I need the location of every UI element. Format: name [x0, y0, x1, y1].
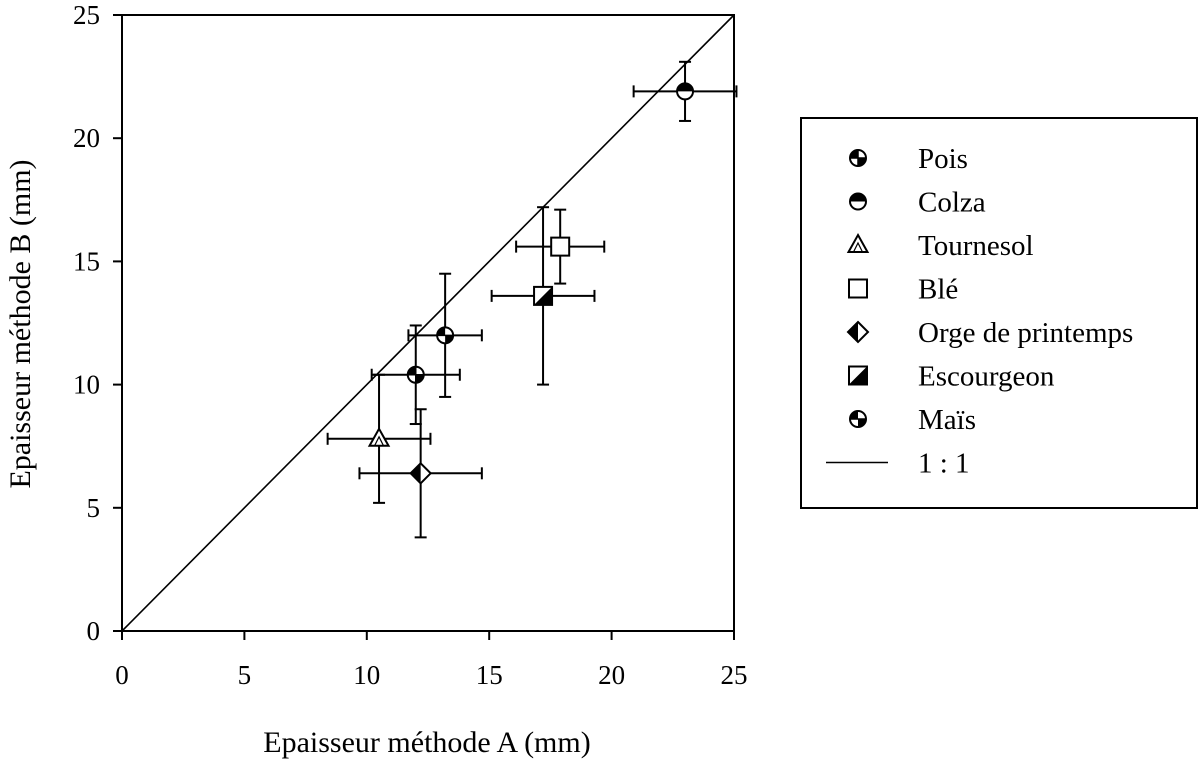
legend-label: 1 : 1 — [918, 448, 970, 480]
y-tick-label: 5 — [87, 493, 101, 523]
legend-item: Pois — [849, 143, 968, 175]
circle-quartered-marker — [406, 365, 425, 384]
point-orge-de-printemps — [358, 408, 483, 539]
plot-frame — [121, 14, 735, 632]
legend-item: Blé — [848, 274, 958, 306]
legend-item: 1 : 1 — [826, 448, 970, 480]
legend-item: Tournesol — [846, 230, 1034, 262]
y-tick-label: 25 — [73, 0, 100, 30]
legend-label: Colza — [918, 187, 986, 219]
y-tick-label: 15 — [73, 246, 100, 276]
square-marker — [848, 278, 868, 299]
reference-line-group — [121, 14, 735, 632]
point-escourgeon — [490, 206, 596, 386]
legend: Pois Colza Tournesol Blé Orge de printemps Es… — [800, 117, 1198, 509]
legend-item: Escourgeon — [848, 361, 1055, 393]
legend-item: Maïs — [849, 404, 976, 436]
x-tick-label: 5 — [238, 660, 252, 690]
legend-item: Orge de printemps — [846, 317, 1133, 349]
y-tick-label: 10 — [73, 370, 100, 400]
y-axis-title: Epaisseur méthode B (mm) — [4, 159, 37, 488]
circle-half-marker — [676, 82, 695, 101]
legend-box — [800, 117, 1198, 509]
x-tick-label: 15 — [476, 660, 503, 690]
circle-quadrant-marker — [849, 410, 867, 428]
x-axis-title: Epaisseur méthode A (mm) — [263, 726, 590, 759]
diamond-half-marker — [409, 461, 433, 485]
x-tick-label: 0 — [115, 660, 129, 690]
circle-half-marker — [849, 192, 867, 211]
legend-label: Maïs — [918, 404, 976, 436]
legend-label: Orge de printemps — [918, 317, 1133, 349]
point-bl- — [515, 208, 606, 285]
axes: 0 5 10 15 20 25 0 5 10 15 20 25 — [73, 0, 748, 690]
x-tick-label: 25 — [721, 660, 748, 690]
triangle-marker — [846, 232, 870, 253]
legend-label: Blé — [918, 274, 958, 306]
triangle-marker — [367, 426, 391, 447]
diamond-half-marker — [846, 320, 870, 344]
square-marker — [550, 236, 571, 257]
reference-line-1-1 — [121, 14, 735, 632]
square-half-marker — [848, 365, 868, 386]
legend-item: Colza — [849, 187, 986, 219]
data-points — [326, 60, 738, 539]
legend-label: Pois — [918, 143, 968, 175]
x-tick-label: 10 — [353, 660, 380, 690]
circle-quartered-marker — [849, 149, 867, 167]
circle-quadrant-marker — [436, 326, 455, 345]
square-half-marker — [533, 285, 554, 306]
point-colza — [632, 60, 738, 122]
x-tick-label: 20 — [598, 660, 625, 690]
legend-label: Tournesol — [918, 230, 1034, 262]
point-ma-s — [407, 272, 483, 398]
point-tournesol — [326, 373, 432, 504]
y-tick-label: 0 — [87, 616, 101, 646]
legend-label: Escourgeon — [918, 361, 1055, 393]
y-tick-label: 20 — [73, 123, 100, 153]
